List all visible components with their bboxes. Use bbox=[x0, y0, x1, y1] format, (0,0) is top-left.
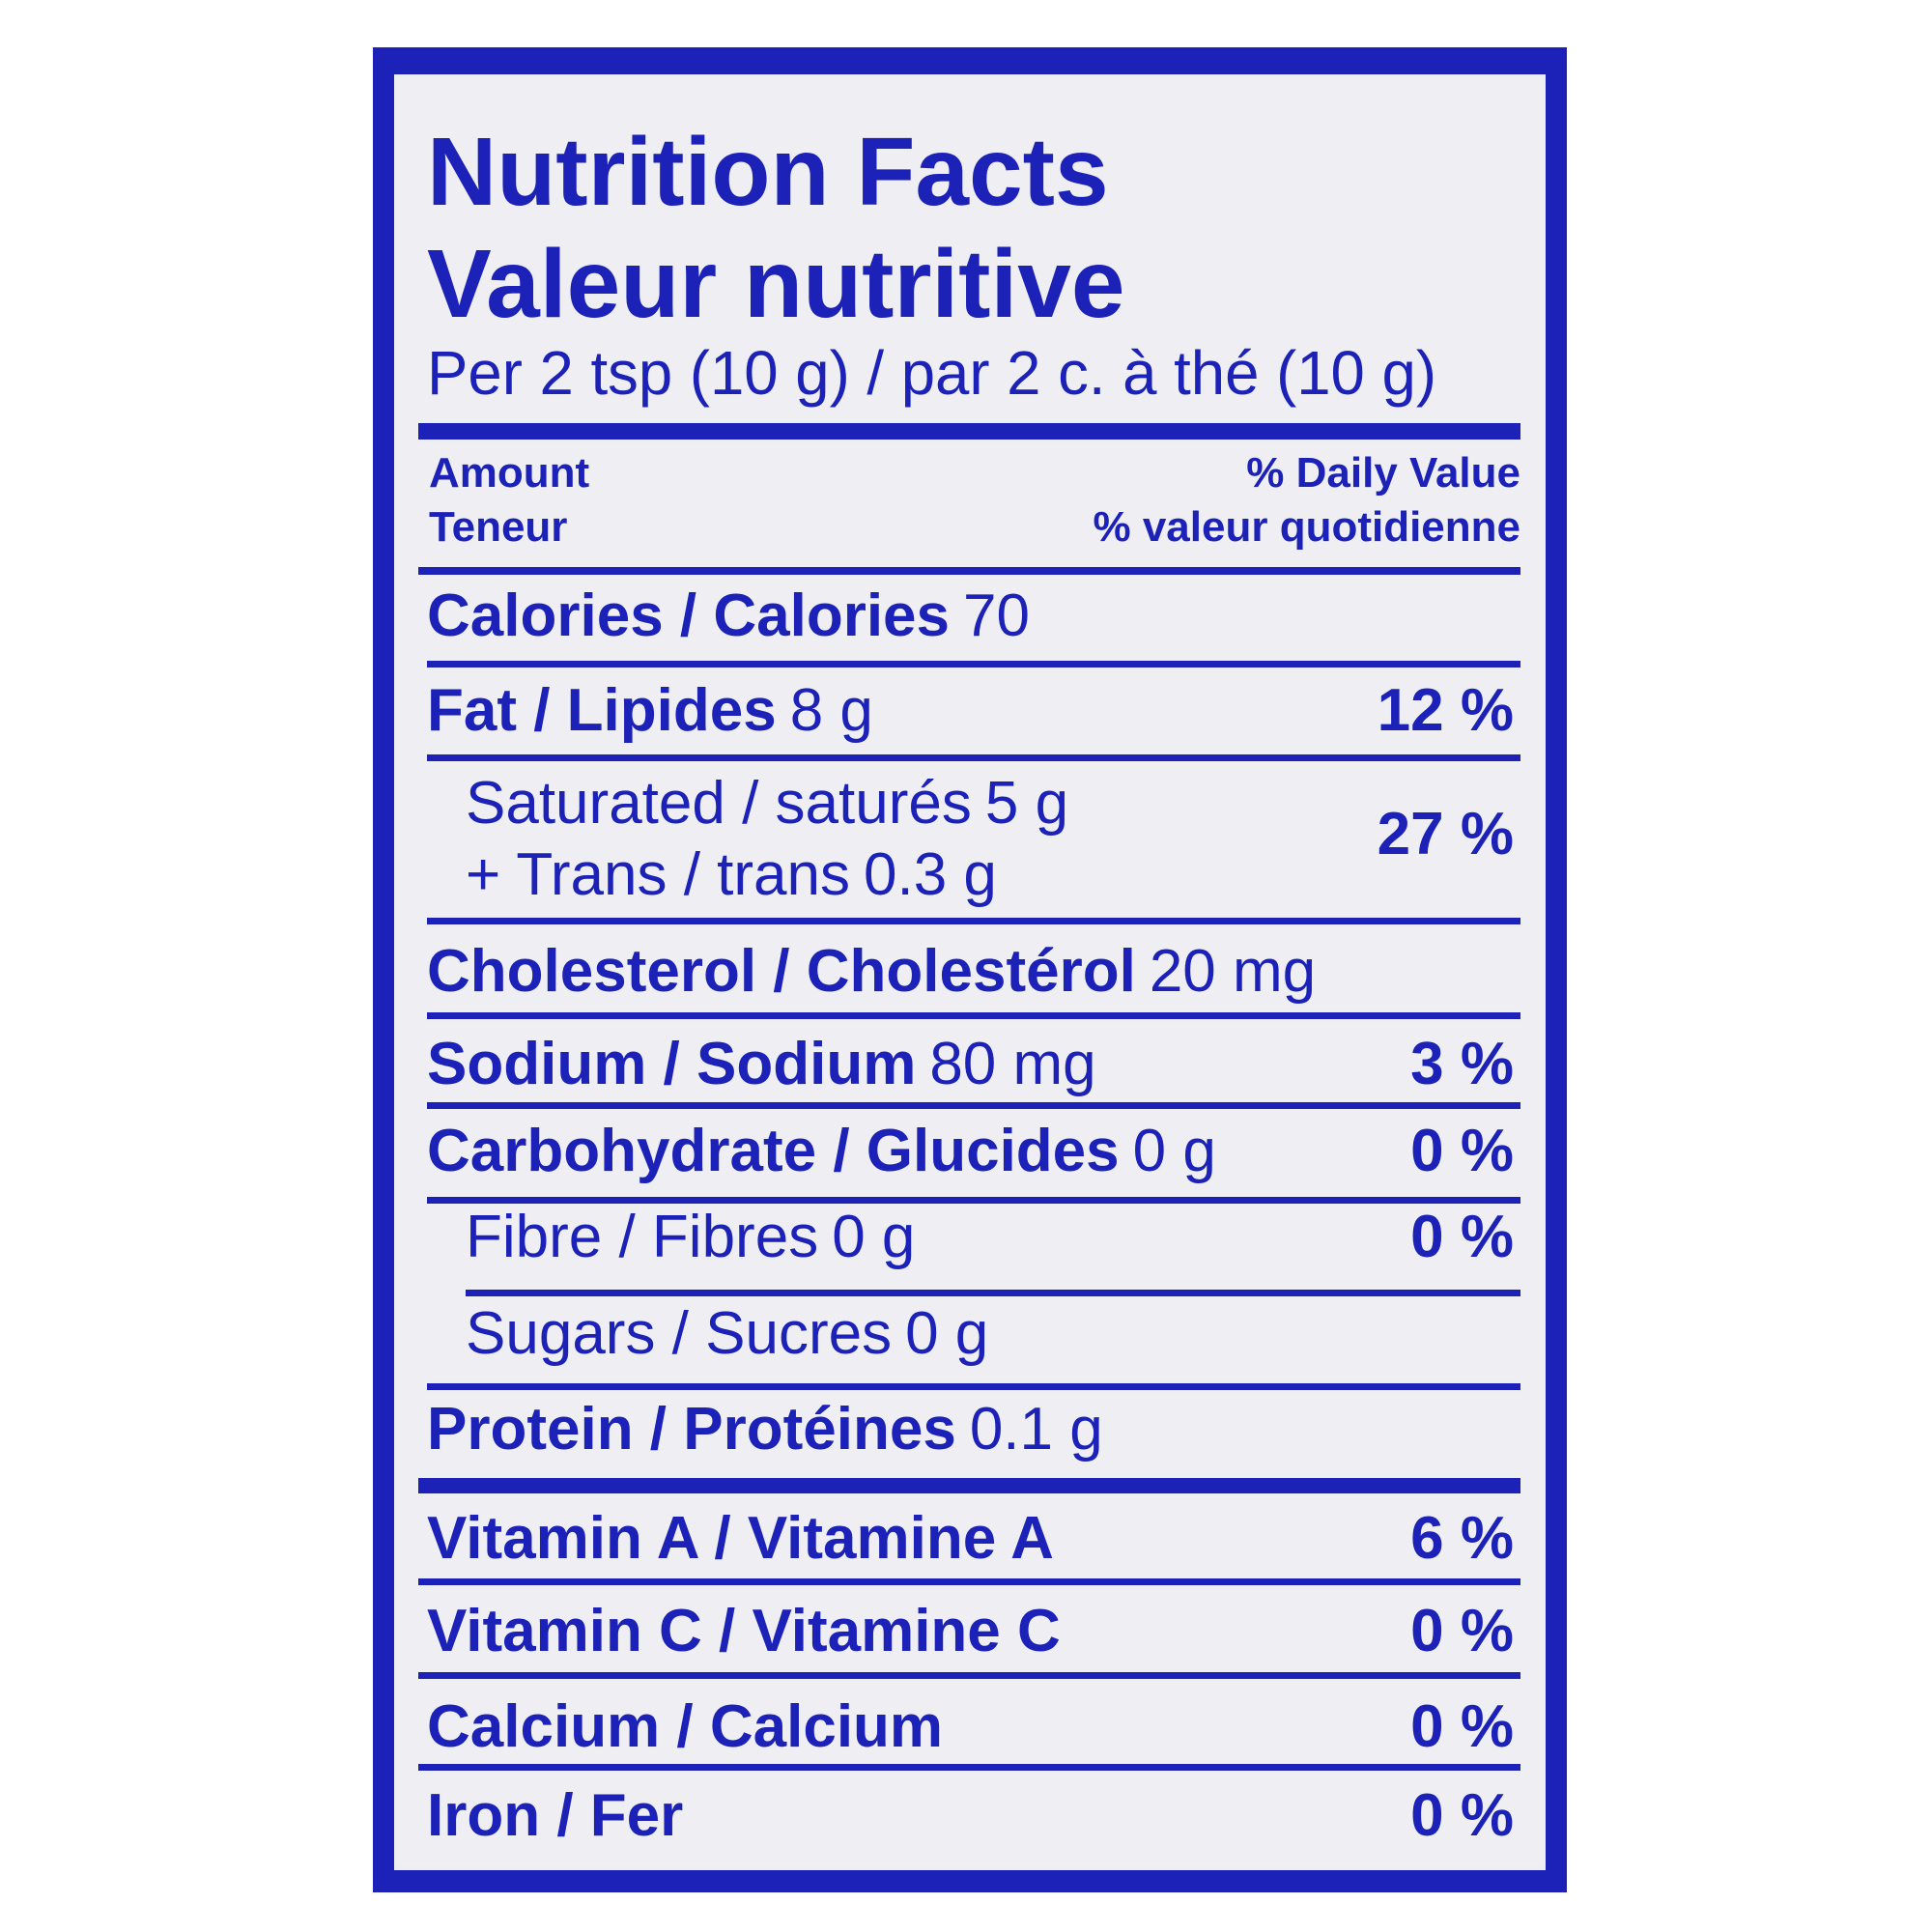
nutrient-amount: 0 g bbox=[832, 1204, 915, 1270]
nutrient-label: Cholesterol / Cholestérol bbox=[427, 938, 1136, 1005]
daily-percent: 0 % bbox=[1410, 1118, 1514, 1184]
nutrient-text: Calories / Calories 70 bbox=[427, 582, 1030, 649]
rule bbox=[466, 1290, 1520, 1296]
vitamin-label: Iron / Fer bbox=[427, 1782, 683, 1849]
nutrient-amount: 5 g bbox=[985, 770, 1068, 837]
rule bbox=[427, 1012, 1520, 1019]
nutrient-text: + Trans / trans 0.3 g bbox=[466, 841, 997, 908]
nutrient-label: Protein / Protéines bbox=[427, 1396, 956, 1463]
rule-thick bbox=[418, 1478, 1520, 1493]
subtitle: Valeur nutritive bbox=[427, 230, 1124, 338]
daily-percent: 3 % bbox=[1410, 1031, 1514, 1097]
nutrient-text: Fat / Lipides 8 g bbox=[427, 677, 873, 744]
nutrient-label: + Trans / trans bbox=[466, 841, 850, 908]
amount-heading: Amount bbox=[429, 449, 590, 497]
rule-thick bbox=[418, 423, 1520, 440]
daily-value-heading: % Daily Value bbox=[1246, 449, 1520, 497]
nutrient-amount: 70 bbox=[963, 582, 1030, 649]
amount-heading-fr: Teneur bbox=[429, 503, 567, 551]
daily-percent: 12 % bbox=[1378, 677, 1514, 744]
nutrient-text: Protein / Protéines 0.1 g bbox=[427, 1396, 1103, 1463]
nutrient-amount: 0.3 g bbox=[864, 841, 997, 908]
vitamin-percent: 6 % bbox=[1410, 1505, 1514, 1572]
nutrient-amount: 0 g bbox=[1133, 1118, 1216, 1184]
rule bbox=[418, 1764, 1520, 1771]
vitamin-label: Vitamin C / Vitamine C bbox=[427, 1598, 1061, 1664]
rule bbox=[418, 1672, 1520, 1679]
panel bbox=[394, 74, 1546, 1870]
nutrient-label: Fibre / Fibres bbox=[466, 1204, 818, 1270]
rule bbox=[418, 567, 1520, 575]
nutrient-label: Saturated / saturés bbox=[466, 770, 972, 837]
nutrient-label: Calories / Calories bbox=[427, 582, 950, 649]
rule bbox=[427, 1102, 1520, 1109]
nutrient-label: Sugars / Sucres bbox=[466, 1300, 892, 1367]
nutrient-text: Sodium / Sodium 80 mg bbox=[427, 1031, 1096, 1097]
vitamin-label: Calcium / Calcium bbox=[427, 1693, 943, 1760]
vitamin-percent: 0 % bbox=[1410, 1782, 1514, 1849]
nutrient-text: Saturated / saturés 5 g bbox=[466, 770, 1068, 837]
nutrient-amount: 0 g bbox=[905, 1300, 988, 1367]
title: Nutrition Facts bbox=[427, 118, 1109, 226]
rule bbox=[427, 661, 1520, 668]
rule bbox=[427, 1383, 1520, 1390]
nutrient-label: Carbohydrate / Glucides bbox=[427, 1118, 1120, 1184]
nutrient-amount: 80 mg bbox=[929, 1031, 1095, 1097]
nutrient-text: Carbohydrate / Glucides 0 g bbox=[427, 1118, 1216, 1184]
vitamin-label: Vitamin A / Vitamine A bbox=[427, 1505, 1054, 1572]
rule bbox=[427, 754, 1520, 761]
nutrient-label: Sodium / Sodium bbox=[427, 1031, 916, 1097]
serving: Per 2 tsp (10 g) / par 2 c. à thé (10 g) bbox=[427, 338, 1436, 408]
rule bbox=[427, 1197, 1520, 1204]
nutrient-text: Cholesterol / Cholestérol 20 mg bbox=[427, 938, 1316, 1005]
nutrient-amount: 8 g bbox=[790, 677, 873, 744]
daily-percent: 27 % bbox=[1378, 801, 1514, 867]
nutrient-text: Sugars / Sucres 0 g bbox=[466, 1300, 988, 1367]
nutrient-text: Fibre / Fibres 0 g bbox=[466, 1204, 915, 1270]
daily-value-heading-fr: % valeur quotidienne bbox=[1093, 503, 1520, 551]
nutrient-amount: 0.1 g bbox=[970, 1396, 1103, 1463]
nutrient-amount: 20 mg bbox=[1150, 938, 1316, 1005]
vitamin-percent: 0 % bbox=[1410, 1693, 1514, 1760]
nutrient-label: Fat / Lipides bbox=[427, 677, 777, 744]
vitamin-percent: 0 % bbox=[1410, 1598, 1514, 1664]
daily-percent: 0 % bbox=[1410, 1204, 1514, 1270]
rule bbox=[418, 1578, 1520, 1585]
rule bbox=[427, 918, 1520, 924]
